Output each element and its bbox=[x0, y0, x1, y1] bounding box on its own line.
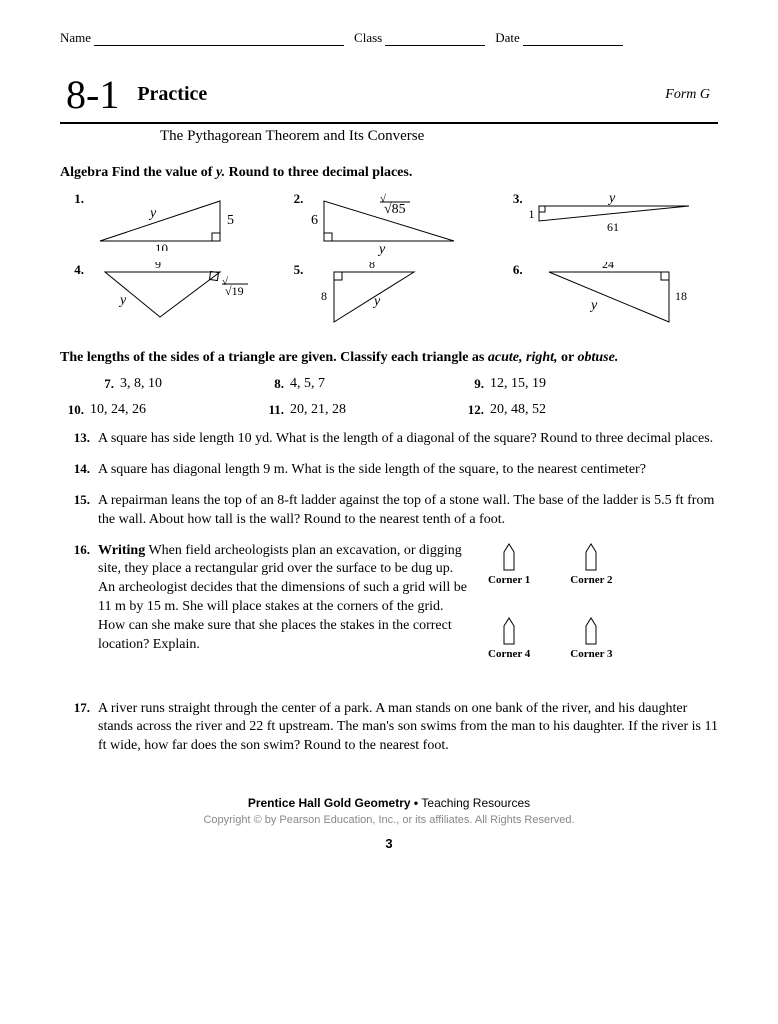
problem-number: 1. bbox=[60, 191, 90, 207]
problem-number: 9. bbox=[460, 376, 490, 392]
problem-number: 14. bbox=[60, 461, 98, 480]
name-label: Name bbox=[60, 30, 91, 45]
date-label: Date bbox=[495, 30, 520, 45]
svg-text:5: 5 bbox=[227, 213, 234, 228]
svg-text:24: 24 bbox=[602, 262, 614, 271]
problem-text: A river runs straight through the center… bbox=[98, 700, 718, 757]
problem-number: 11. bbox=[260, 402, 290, 418]
problem-17: 17. A river runs straight through the ce… bbox=[60, 700, 718, 757]
triangle-5-figure: 8 8 y bbox=[309, 262, 449, 332]
problem-number: 17. bbox=[60, 700, 98, 757]
instruction-2: The lengths of the sides of a triangle a… bbox=[60, 350, 718, 366]
instruction-1: Algebra Find the value of y. Round to th… bbox=[60, 165, 718, 181]
triangle-3-figure: 11 y 61 bbox=[529, 191, 699, 241]
svg-text:√: √ bbox=[380, 193, 387, 205]
copyright: Copyright © by Pearson Education, Inc., … bbox=[60, 814, 718, 826]
svg-text:y: y bbox=[589, 298, 598, 313]
section-number: 8-1 bbox=[60, 71, 137, 118]
svg-text:√85: √85 bbox=[384, 202, 406, 217]
problem-13: 13. A square has side length 10 yd. What… bbox=[60, 430, 718, 449]
triangle-1-figure: y 5 10 bbox=[90, 191, 240, 251]
problem-text: 4, 5, 7 bbox=[290, 376, 460, 392]
problem-number: 13. bbox=[60, 430, 98, 449]
classify-row-1: 7.3, 8, 10 8.4, 5, 7 9.12, 15, 19 bbox=[60, 376, 718, 392]
svg-text:6: 6 bbox=[311, 213, 318, 228]
problem-number: 6. bbox=[499, 262, 529, 278]
svg-text:√: √ bbox=[222, 276, 229, 288]
problem-text: 12, 15, 19 bbox=[490, 376, 546, 392]
subtitle: The Pythagorean Theorem and Its Converse bbox=[160, 128, 718, 145]
svg-text:11: 11 bbox=[529, 207, 535, 221]
triangle-row-2: 4. 9 √19 √ y 5. 8 8 y 6. 24 18 y bbox=[60, 262, 718, 332]
svg-text:10: 10 bbox=[155, 241, 168, 251]
problem-number: 15. bbox=[60, 492, 98, 530]
svg-text:8: 8 bbox=[321, 289, 327, 303]
title-block: 8-1 Practice Form G bbox=[60, 71, 718, 124]
svg-text:y: y bbox=[377, 242, 386, 256]
svg-text:9: 9 bbox=[155, 262, 161, 271]
corner-2: Corner 2 bbox=[570, 542, 612, 586]
problem-number: 3. bbox=[499, 191, 529, 207]
triangle-4-figure: 9 √19 √ y bbox=[90, 262, 250, 327]
classify-row-2: 10.10, 24, 26 11.20, 21, 28 12.20, 48, 5… bbox=[60, 402, 718, 418]
stake-icon bbox=[583, 542, 599, 572]
stakes-diagram: Corner 1 Corner 2 Corner 4 Corner 3 bbox=[488, 542, 613, 660]
problem-number: 12. bbox=[460, 402, 490, 418]
problem-text: 10, 24, 26 bbox=[90, 402, 260, 418]
student-info-header: Name Class Date bbox=[60, 30, 718, 46]
problem-text: 20, 48, 52 bbox=[490, 402, 546, 418]
class-label: Class bbox=[354, 30, 382, 45]
problem-15: 15. A repairman leans the top of an 8-ft… bbox=[60, 492, 718, 530]
problem-text: Writing When field archeologists plan an… bbox=[98, 542, 468, 655]
problem-number: 8. bbox=[260, 376, 290, 392]
svg-text:y: y bbox=[607, 191, 616, 206]
triangle-6-figure: 24 18 y bbox=[529, 262, 699, 332]
footer: Prentice Hall Gold Geometry • Teaching R… bbox=[60, 796, 718, 851]
svg-text:y: y bbox=[148, 206, 157, 221]
problem-14: 14. A square has diagonal length 9 m. Wh… bbox=[60, 461, 718, 480]
form-label: Form G bbox=[665, 87, 718, 103]
problem-number: 7. bbox=[90, 376, 120, 392]
problem-text: A repairman leans the top of an 8-ft lad… bbox=[98, 492, 718, 530]
triangle-row-1: 1. y 5 10 2. 6 √85 √ y 3. 11 y 61 bbox=[60, 191, 718, 256]
problem-16: 16. Writing When field archeologists pla… bbox=[60, 542, 718, 660]
svg-text:18: 18 bbox=[675, 289, 687, 303]
stake-icon bbox=[583, 616, 599, 646]
problem-text: 20, 21, 28 bbox=[290, 402, 460, 418]
stake-icon bbox=[501, 616, 517, 646]
svg-text:8: 8 bbox=[369, 262, 375, 271]
page-title: Practice bbox=[137, 83, 665, 106]
problem-number: 4. bbox=[60, 262, 90, 278]
problem-number: 2. bbox=[279, 191, 309, 207]
svg-text:y: y bbox=[372, 294, 381, 309]
svg-text:y: y bbox=[118, 293, 127, 308]
problem-text: A square has side length 10 yd. What is … bbox=[98, 430, 718, 449]
page-number: 3 bbox=[60, 836, 718, 851]
problem-text: A square has diagonal length 9 m. What i… bbox=[98, 461, 718, 480]
svg-text:61: 61 bbox=[607, 220, 619, 234]
problem-text: 3, 8, 10 bbox=[120, 376, 260, 392]
corner-4: Corner 4 bbox=[488, 616, 530, 660]
problem-number: 10. bbox=[60, 402, 90, 418]
problem-number: 5. bbox=[279, 262, 309, 278]
triangle-2-figure: 6 √85 √ y bbox=[309, 191, 469, 256]
stake-icon bbox=[501, 542, 517, 572]
corner-3: Corner 3 bbox=[570, 616, 612, 660]
corner-1: Corner 1 bbox=[488, 542, 530, 586]
problem-number: 16. bbox=[60, 542, 98, 558]
